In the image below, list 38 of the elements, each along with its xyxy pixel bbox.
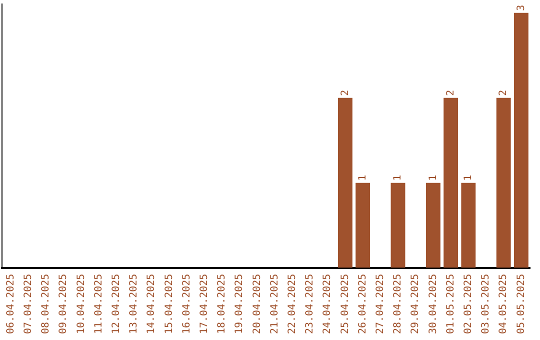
data-label: 2	[340, 90, 351, 96]
x-tick-label: 15.04.2025	[164, 274, 175, 334]
data-label: 1	[392, 174, 404, 181]
x-tick-label: 01.05.2025	[445, 274, 456, 334]
x-tick-label: 10.04.2025	[76, 274, 87, 334]
x-tick-label: 07.04.2025	[22, 274, 34, 334]
x-tick-label: 03.05.2025	[480, 274, 492, 334]
x-tick-label: 30.04.2025	[428, 274, 439, 334]
data-label: 2	[498, 90, 510, 96]
x-tick-label: 04.05.2025	[498, 274, 510, 334]
x-tick-label: 27.04.2025	[374, 274, 386, 334]
x-tick-label: 26.04.2025	[357, 274, 368, 334]
x-tick-label: 08.04.2025	[40, 274, 52, 334]
x-tick-label: 02.05.2025	[462, 274, 474, 334]
x-tick-label: 09.04.2025	[58, 274, 70, 334]
data-label: 1	[462, 174, 474, 181]
x-tick-label: 06.04.2025	[5, 274, 16, 334]
data-label: 1	[357, 174, 368, 181]
data-label: 2	[445, 90, 456, 96]
x-tick-label: 11.04.2025	[93, 274, 104, 334]
x-tick-label: 12.04.2025	[110, 274, 122, 334]
x-tick-label: 23.04.2025	[304, 274, 316, 334]
x-tick-label: 20.04.2025	[252, 274, 263, 334]
x-tick-label: 13.04.2025	[128, 274, 140, 334]
x-tick-label: 17.04.2025	[198, 274, 210, 334]
x-tick-label: 24.04.2025	[322, 274, 334, 334]
data-label: 1	[428, 174, 439, 181]
x-tick-label: 21.04.2025	[269, 274, 280, 334]
x-tick-label: 19.04.2025	[234, 274, 246, 334]
x-tick-label: 22.04.2025	[286, 274, 298, 334]
x-tick-label: 16.04.2025	[181, 274, 192, 334]
x-tick-label: 25.04.2025	[340, 274, 351, 334]
x-tick-label: 18.04.2025	[216, 274, 228, 334]
x-tick-label: 28.04.2025	[392, 274, 404, 334]
x-tick-label: 05.05.2025	[516, 274, 527, 334]
x-tick-label: 29.04.2025	[410, 274, 422, 334]
x-tick-label: 14.04.2025	[146, 274, 158, 334]
data-label: 3	[516, 4, 527, 11]
